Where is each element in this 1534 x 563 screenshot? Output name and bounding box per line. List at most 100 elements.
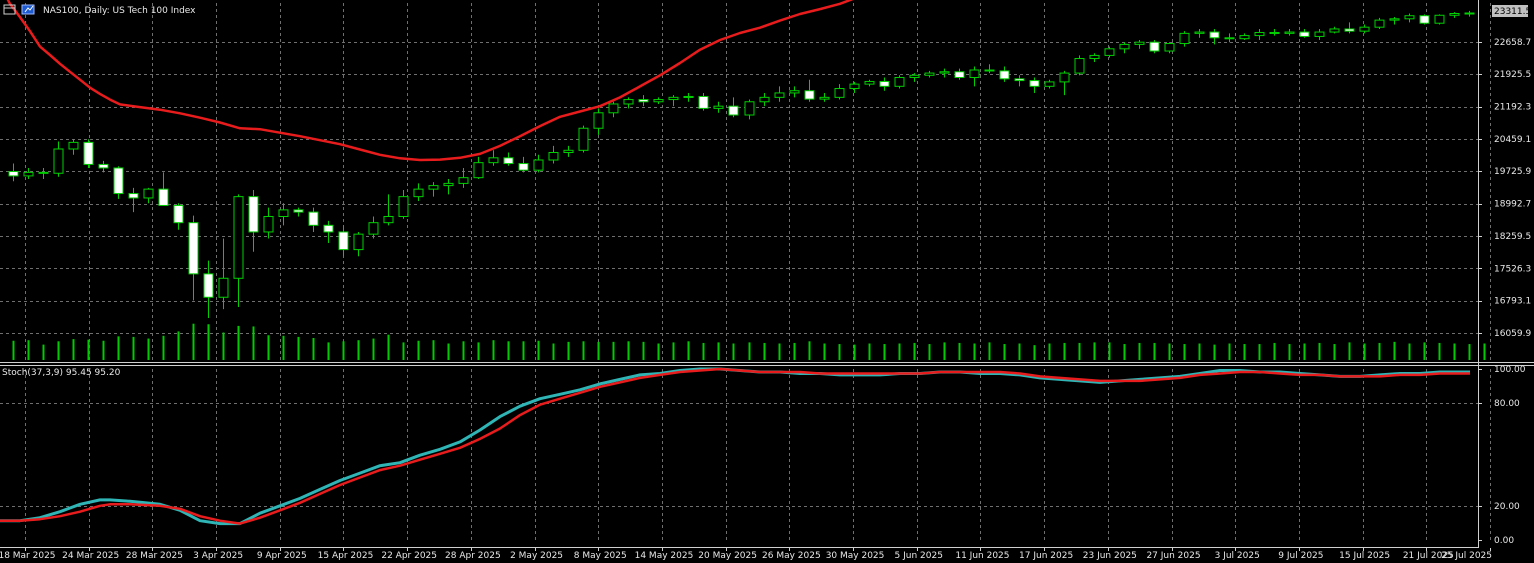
date-tick-label: 26 May 2025 bbox=[762, 551, 821, 561]
candle bbox=[623, 97, 634, 109]
candle-body-up bbox=[713, 105, 724, 109]
candle-body-up bbox=[353, 233, 364, 251]
candle-body-up bbox=[593, 112, 604, 129]
date-tick-label: 3 Apr 2025 bbox=[193, 551, 243, 561]
candle-body-down bbox=[323, 224, 334, 233]
candle-body-up bbox=[218, 277, 229, 298]
stoch-d-line bbox=[0, 367, 1470, 525]
candle bbox=[338, 225, 349, 257]
candle bbox=[398, 190, 409, 219]
candle bbox=[683, 92, 694, 102]
candle-body-down bbox=[518, 163, 529, 171]
candle-body-down bbox=[638, 99, 649, 103]
date-tick-label: 2 May 2025 bbox=[510, 551, 563, 561]
candle-body-up bbox=[1464, 12, 1475, 15]
candle-body-down bbox=[1344, 28, 1355, 32]
trade-icon[interactable] bbox=[21, 4, 35, 15]
candle bbox=[188, 215, 199, 301]
candle bbox=[413, 183, 424, 202]
candle bbox=[473, 156, 484, 179]
candle bbox=[1029, 77, 1040, 93]
candle-body-up bbox=[1359, 26, 1370, 32]
date-tick-label: 30 May 2025 bbox=[826, 551, 885, 561]
candle-body-down bbox=[338, 231, 349, 251]
candle bbox=[533, 154, 544, 173]
candle bbox=[924, 70, 935, 78]
candle bbox=[1299, 28, 1310, 38]
candle bbox=[1059, 70, 1070, 96]
candle bbox=[518, 156, 529, 173]
candle bbox=[653, 97, 664, 104]
price-tick-label: 17526.3 bbox=[1494, 264, 1531, 274]
candle bbox=[263, 207, 274, 239]
candle-body-down bbox=[158, 188, 169, 206]
candle-body-up bbox=[653, 99, 664, 103]
candle-body-up bbox=[1089, 54, 1100, 60]
fast-moving-average-line bbox=[6, 0, 854, 162]
candle bbox=[1464, 10, 1475, 17]
candle bbox=[53, 141, 64, 177]
date-tick-label: 3 Jul 2025 bbox=[1215, 551, 1260, 561]
chart-window-icon[interactable] bbox=[3, 4, 16, 15]
candle bbox=[894, 75, 905, 89]
candle-body-up bbox=[1194, 31, 1205, 34]
candle bbox=[1434, 14, 1445, 25]
candle bbox=[804, 79, 815, 102]
date-tick-label: 14 May 2025 bbox=[635, 551, 694, 561]
candlestick-series[interactable] bbox=[8, 10, 1475, 318]
candle bbox=[954, 68, 965, 80]
candle-body-up bbox=[533, 159, 544, 171]
candle bbox=[488, 150, 499, 166]
date-tick-label: 21 Jul 2025 bbox=[1403, 551, 1454, 561]
candle bbox=[218, 238, 229, 310]
candle-body-down bbox=[1269, 31, 1280, 34]
date-tick-label: 17 Jun 2025 bbox=[1019, 551, 1073, 561]
current-price-marker: 23311.5 bbox=[1492, 5, 1531, 17]
candle bbox=[698, 92, 709, 111]
grid-lines bbox=[0, 3, 1491, 540]
candle-body-down bbox=[98, 163, 109, 169]
candle-body-down bbox=[83, 141, 94, 165]
price-tick-label: 18992.7 bbox=[1494, 200, 1531, 210]
candle bbox=[789, 86, 800, 98]
candle bbox=[744, 99, 755, 120]
candle-body-up bbox=[278, 209, 289, 217]
candle bbox=[728, 97, 739, 118]
candle bbox=[1344, 22, 1355, 34]
candle bbox=[503, 152, 514, 166]
moving-average-lines bbox=[6, 0, 854, 162]
candle-body-up bbox=[143, 188, 154, 199]
candle-body-up bbox=[488, 157, 499, 164]
candle bbox=[158, 172, 169, 206]
candle-body-down bbox=[1029, 80, 1040, 87]
candle-body-up bbox=[1314, 31, 1325, 37]
candle bbox=[939, 68, 950, 78]
candle-body-down bbox=[999, 70, 1010, 80]
candle bbox=[638, 95, 649, 107]
candle-body-down bbox=[248, 196, 259, 233]
candle bbox=[1089, 53, 1100, 63]
candle-body-up bbox=[1044, 81, 1055, 87]
candle-body-up bbox=[1284, 31, 1295, 34]
candle bbox=[999, 66, 1010, 82]
candle bbox=[1014, 75, 1025, 87]
candle-body-down bbox=[1419, 15, 1430, 24]
candle-body-up bbox=[1074, 58, 1085, 74]
candle bbox=[1404, 13, 1415, 23]
candle bbox=[593, 108, 604, 135]
candle bbox=[1329, 26, 1340, 34]
date-tick-label: 15 Jul 2025 bbox=[1339, 551, 1390, 561]
candle bbox=[759, 92, 770, 107]
candle-body-down bbox=[8, 170, 19, 177]
candle bbox=[864, 79, 875, 87]
date-tick-label: 15 Apr 2025 bbox=[318, 551, 374, 561]
candle-body-down bbox=[698, 95, 709, 109]
candle-body-up bbox=[233, 196, 244, 279]
candle bbox=[774, 86, 785, 102]
candle bbox=[143, 187, 154, 204]
candle-body-up bbox=[443, 182, 454, 187]
candle-body-up bbox=[774, 92, 785, 98]
candle-body-down bbox=[38, 171, 49, 174]
